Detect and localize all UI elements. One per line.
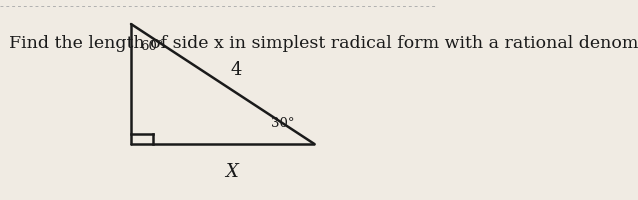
Text: 60°: 60° bbox=[140, 40, 164, 53]
Text: 30°: 30° bbox=[271, 117, 294, 130]
Text: 4: 4 bbox=[230, 61, 242, 79]
Text: Find the length of side x in simplest radical form with a rational denominator.: Find the length of side x in simplest ra… bbox=[9, 36, 638, 52]
Text: X: X bbox=[225, 163, 238, 181]
